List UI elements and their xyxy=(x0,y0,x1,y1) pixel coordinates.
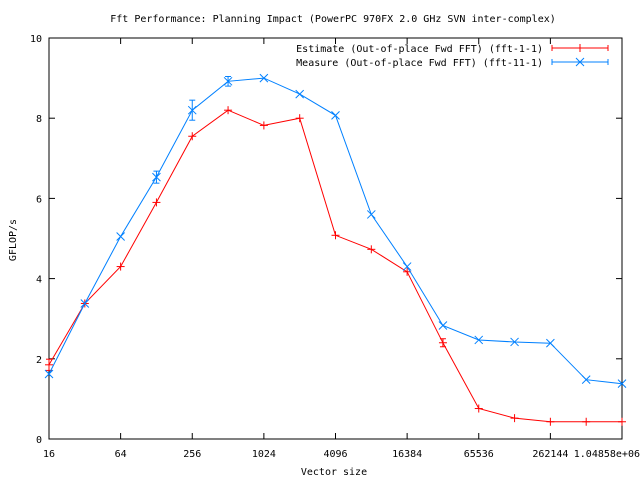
cross-marker xyxy=(474,335,484,345)
cross-marker xyxy=(187,105,197,115)
chart-title: Fft Performance: Planning Impact (PowerP… xyxy=(110,14,556,25)
cross-marker xyxy=(575,57,585,67)
y-tick-label: 6 xyxy=(36,194,42,205)
cross-marker xyxy=(581,375,591,385)
cross-marker xyxy=(295,89,305,99)
x-tick-label: 65536 xyxy=(464,449,494,460)
cross-marker xyxy=(402,262,412,271)
y-tick-label: 0 xyxy=(36,435,42,446)
cross-marker xyxy=(80,299,90,308)
series-2 xyxy=(44,73,627,389)
y-tick-label: 10 xyxy=(30,34,42,45)
x-tick-label: 1.04858e+06 xyxy=(574,449,640,460)
legend-label: Estimate (Out-of-place Fwd FFT) (fft-1-1… xyxy=(296,44,543,55)
cross-marker xyxy=(510,337,519,347)
y-tick-label: 2 xyxy=(36,355,42,366)
cross-marker xyxy=(259,73,269,83)
x-axis-label: Vector size xyxy=(301,467,367,478)
cross-marker xyxy=(331,111,340,120)
x-tick-label: 1024 xyxy=(252,449,276,460)
x-tick-label: 64 xyxy=(115,449,127,460)
legend: Estimate (Out-of-place Fwd FFT) (fft-1-1… xyxy=(296,44,609,69)
cross-marker xyxy=(44,369,54,379)
axis-ticks: 0 2 4 6 8 10 16 64 256 1024 4096 16384 65536 262144 1.… xyxy=(30,34,640,460)
y-tick-label: 4 xyxy=(36,275,42,286)
series-line xyxy=(48,77,623,385)
x-tick-label: 16 xyxy=(43,449,55,460)
series-1 xyxy=(45,106,626,426)
cross-marker xyxy=(438,321,448,330)
x-tick-label: 4096 xyxy=(323,449,347,460)
x-tick-label: 262144 xyxy=(532,449,568,460)
legend-label: Measure (Out-of-place Fwd FFT) (fft-11-1… xyxy=(296,58,543,69)
x-tick-label: 16384 xyxy=(392,449,422,460)
series-group xyxy=(44,73,627,426)
cross-marker xyxy=(546,338,555,348)
cross-marker xyxy=(116,232,125,241)
cross-marker xyxy=(617,379,627,389)
y-axis-label: GFLOP/s xyxy=(8,219,19,261)
series-line xyxy=(48,109,622,423)
x-tick-label: 256 xyxy=(183,449,201,460)
y-tick-label: 8 xyxy=(36,114,42,125)
cross-marker xyxy=(223,76,233,86)
cross-marker xyxy=(366,210,376,219)
cross-marker xyxy=(152,172,161,182)
